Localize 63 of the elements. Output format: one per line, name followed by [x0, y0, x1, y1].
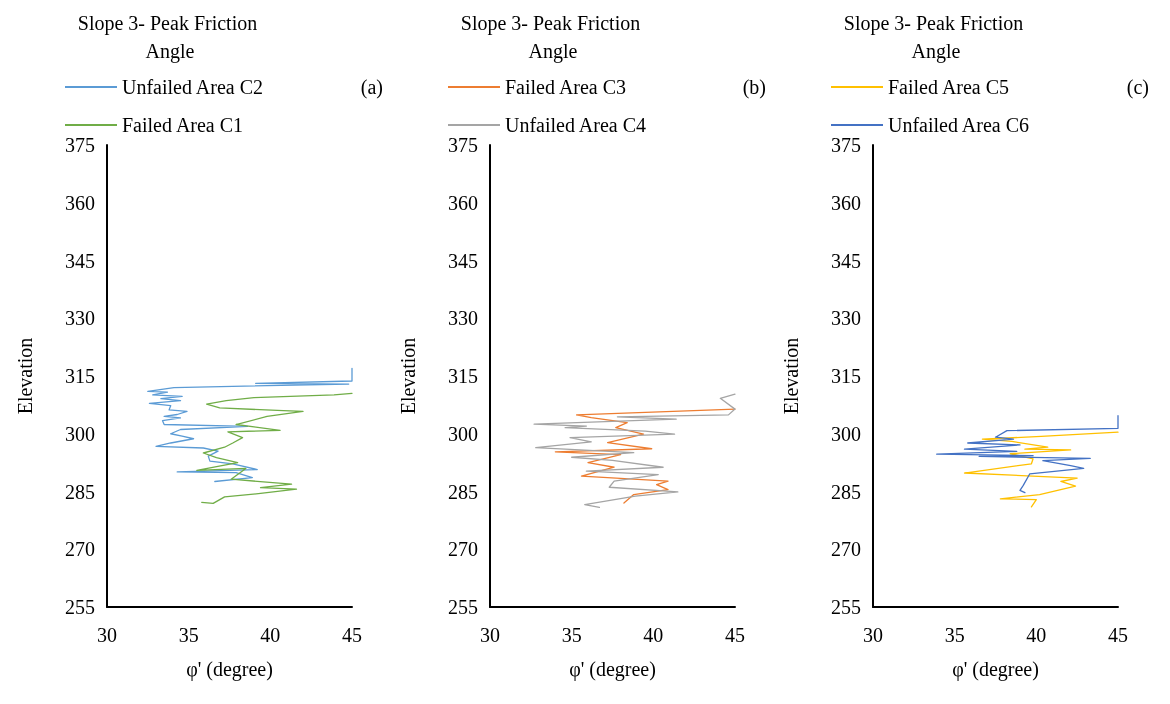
- y-tick-label: 375: [831, 134, 861, 156]
- y-axis-title: Elevation: [14, 337, 36, 415]
- y-tick-label: 330: [65, 307, 95, 330]
- chart-title: Slope 3- Peak Friction Angle: [460, 12, 646, 63]
- x-tick-label: 35: [178, 624, 199, 646]
- legend-label: Failed Area C1: [122, 114, 244, 136]
- y-tick-label: 270: [448, 538, 478, 561]
- y-tick-label: 315: [831, 365, 861, 387]
- x-axis-title: φ' (degree): [186, 658, 273, 681]
- text: (b): [742, 76, 767, 99]
- y-tick-label: 285: [65, 480, 95, 503]
- x-tick-label: 45: [725, 624, 745, 646]
- y-tick-label: 300: [831, 422, 861, 445]
- y-tick-label: 330: [448, 307, 478, 330]
- line-series: [554, 408, 736, 504]
- text: (c): [1126, 76, 1150, 99]
- x-tick-label: 45: [342, 624, 362, 646]
- legend-label: Unfailed Area C6: [888, 114, 1030, 136]
- chart-title: Slope 3- Peak Friction Angle: [77, 12, 263, 63]
- y-tick-label: 375: [448, 134, 478, 156]
- legend-label: Unfailed Area C2: [122, 76, 264, 98]
- legend-label: Failed Area C3: [505, 76, 627, 98]
- y-tick-label: 285: [448, 480, 478, 503]
- y-tick-label: 360: [831, 191, 861, 214]
- y-tick-label: 345: [831, 249, 861, 272]
- y-tick-label: 345: [65, 249, 95, 272]
- x-tick-label: 30: [97, 624, 117, 646]
- y-tick-label: 270: [831, 538, 861, 561]
- line-series: [147, 367, 353, 483]
- x-tick-label: 40: [260, 624, 281, 646]
- y-tick-label: 270: [65, 538, 95, 561]
- line-series: [963, 431, 1119, 508]
- x-tick-label: 40: [1026, 624, 1047, 646]
- x-tick-label: 40: [643, 624, 664, 646]
- x-axis-title: φ' (degree): [569, 658, 656, 681]
- line-series: [936, 415, 1119, 494]
- x-axis-title: φ' (degree): [952, 658, 1039, 681]
- x-tick-label: 35: [561, 624, 582, 646]
- y-axis-title: Elevation: [397, 337, 419, 415]
- legend-label: Failed Area C5: [888, 76, 1010, 98]
- y-tick-label: 315: [65, 365, 95, 387]
- legend-label: Unfailed Area C4: [505, 114, 647, 136]
- y-tick-label: 360: [65, 191, 95, 214]
- y-tick-label: 375: [65, 134, 95, 156]
- y-tick-label: 300: [65, 422, 95, 445]
- y-tick-label: 360: [448, 191, 478, 214]
- y-tick-label: 300: [448, 422, 478, 445]
- chart-title: Slope 3- Peak Friction Angle: [843, 12, 1029, 63]
- x-tick-label: 30: [863, 624, 883, 646]
- y-tick-label: 315: [448, 365, 478, 387]
- line-series: [196, 392, 353, 505]
- y-tick-label: 255: [448, 596, 478, 618]
- x-tick-label: 35: [944, 624, 965, 646]
- y-tick-label: 345: [448, 249, 478, 272]
- text: (a): [360, 76, 384, 99]
- x-tick-label: 30: [480, 624, 500, 646]
- y-tick-label: 255: [65, 596, 95, 618]
- y-axis-title: Elevation: [780, 337, 802, 415]
- line-series: [533, 393, 736, 508]
- y-tick-label: 330: [831, 307, 861, 330]
- y-tick-label: 255: [831, 596, 861, 618]
- y-tick-label: 285: [831, 480, 861, 503]
- x-tick-label: 45: [1108, 624, 1128, 646]
